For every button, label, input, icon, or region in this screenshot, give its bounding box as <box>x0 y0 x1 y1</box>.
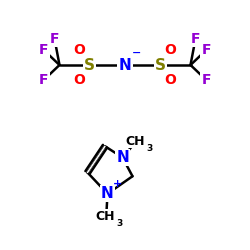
Text: S: S <box>84 58 95 72</box>
Text: O: O <box>74 43 86 57</box>
Text: F: F <box>191 32 200 46</box>
Text: F: F <box>50 32 59 46</box>
Text: 3: 3 <box>116 219 122 228</box>
Text: F: F <box>39 73 48 87</box>
Text: N: N <box>116 150 129 165</box>
Text: F: F <box>202 43 211 57</box>
Text: CH: CH <box>125 135 145 148</box>
Text: O: O <box>164 43 176 57</box>
Text: O: O <box>74 74 86 88</box>
Text: N: N <box>101 186 114 201</box>
Text: O: O <box>164 74 176 88</box>
Text: F: F <box>202 73 211 87</box>
Text: S: S <box>155 58 166 72</box>
Text: N: N <box>119 58 132 72</box>
Text: CH: CH <box>95 210 115 223</box>
Text: F: F <box>39 43 48 57</box>
Text: +: + <box>112 179 122 189</box>
Text: −: − <box>132 48 141 58</box>
Text: 3: 3 <box>146 144 152 153</box>
